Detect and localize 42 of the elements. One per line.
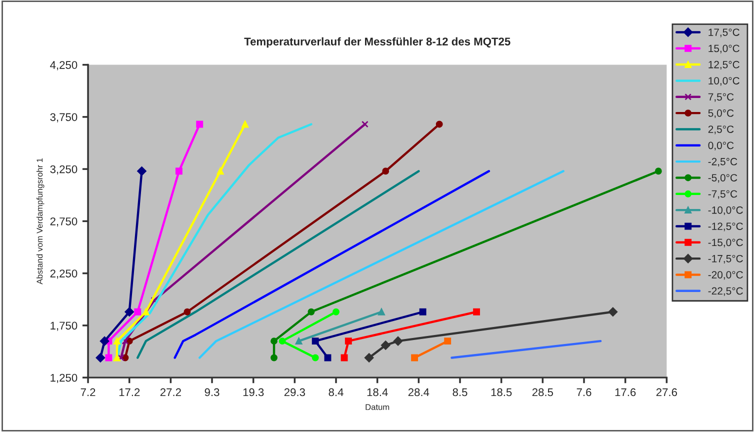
chart-title: Temperaturverlauf der Messfühler 8-12 des MQT25 bbox=[244, 37, 510, 48]
y-tick-label: 1,750 bbox=[50, 322, 78, 331]
legend-label: -5,0°C bbox=[708, 174, 738, 183]
legend-label: -22,5°C bbox=[708, 287, 743, 296]
legend-label: 12,5°C bbox=[708, 60, 740, 70]
legend-label: -15,0°C bbox=[708, 238, 743, 248]
x-tick-label: 19.3 bbox=[243, 388, 264, 396]
legend-label: 17,5°C bbox=[708, 28, 740, 38]
y-tick-label: 3,250 bbox=[50, 165, 78, 175]
legend-label: -10,0°C bbox=[708, 206, 743, 216]
x-tick-label: 9.3 bbox=[204, 388, 220, 396]
x-tick-label: 8.5 bbox=[452, 388, 468, 396]
x-tick-label: 7.2 bbox=[80, 388, 96, 396]
y-tick-label: 2,750 bbox=[50, 217, 78, 227]
x-axis-title: Datum bbox=[366, 404, 390, 410]
legend-label: 7,5°C bbox=[708, 93, 734, 102]
legend-label: -2,5°C bbox=[708, 158, 738, 167]
legend-label: 10,0°C bbox=[708, 77, 740, 86]
y-tick-label: 3,750 bbox=[50, 113, 78, 122]
y-tick-label: 1,250 bbox=[50, 374, 78, 384]
y-tick-label: 2,250 bbox=[50, 270, 78, 279]
legend-label: 5,0°C bbox=[708, 109, 734, 118]
x-tick-label: 8.4 bbox=[328, 388, 344, 396]
legend-label: 15,0°C bbox=[708, 44, 740, 54]
x-tick-label: 18.4 bbox=[367, 388, 388, 396]
x-tick-label: 27.2 bbox=[160, 388, 181, 396]
legend-label: -12,5°C bbox=[708, 222, 743, 232]
legend-label: 2,5°C bbox=[708, 126, 734, 134]
legend-label: -17,5°C bbox=[708, 254, 743, 264]
x-tick-label: 28.5 bbox=[532, 388, 554, 396]
y-tick-label: 4,250 bbox=[50, 61, 78, 70]
legend-label: -20,0°C bbox=[708, 271, 743, 280]
x-tick-label: 27.6 bbox=[656, 388, 677, 396]
x-tick-label: 17.6 bbox=[615, 388, 636, 396]
x-tick-label: 29.3 bbox=[284, 388, 306, 396]
x-tick-label: 17.2 bbox=[119, 388, 140, 396]
legend-label: 0,0°C bbox=[708, 142, 734, 150]
x-tick-label: 7.6 bbox=[576, 388, 592, 396]
legend-label: -7,5°C bbox=[708, 190, 738, 199]
x-tick-label: 28.4 bbox=[408, 388, 430, 396]
y-axis-title: Abstand vom Verdampfungsrohr 1 bbox=[36, 158, 44, 284]
x-tick-label: 18.5 bbox=[491, 388, 512, 396]
